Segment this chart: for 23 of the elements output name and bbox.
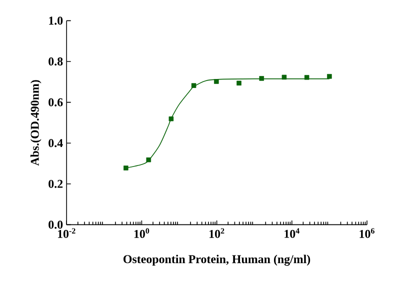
x-axis-title: Osteopontin Protein, Human (ng/ml) [124,254,310,266]
x-tick-label: 10$^{4}$ [284,228,300,238]
y-tick-label: 0.6 [48,98,63,106]
point [214,79,219,84]
point [304,75,310,80]
y-tick-label: 1.0 [49,16,63,25]
x-tick-label: 10$^{2}$ [210,228,224,238]
y-tick-label: 0.2 [48,180,63,188]
y-axis-title: Abs.(OD.490nm) [30,80,42,166]
point [168,116,174,122]
point [236,80,242,86]
y-tick-label: 0.8 [48,57,63,66]
point [191,83,196,88]
y-tick-label: 0.0 [48,220,63,229]
x-tick-label: 10$^{-2}$ [58,228,76,238]
point [124,166,128,170]
y-tick-label: 0.4 [48,139,63,148]
point [327,74,332,79]
point [146,157,152,162]
x-tick-label: 10$^{0}$ [134,228,150,238]
x-tick-label: 10$^{6}$ [360,228,374,238]
point [282,74,287,80]
point [259,76,264,81]
